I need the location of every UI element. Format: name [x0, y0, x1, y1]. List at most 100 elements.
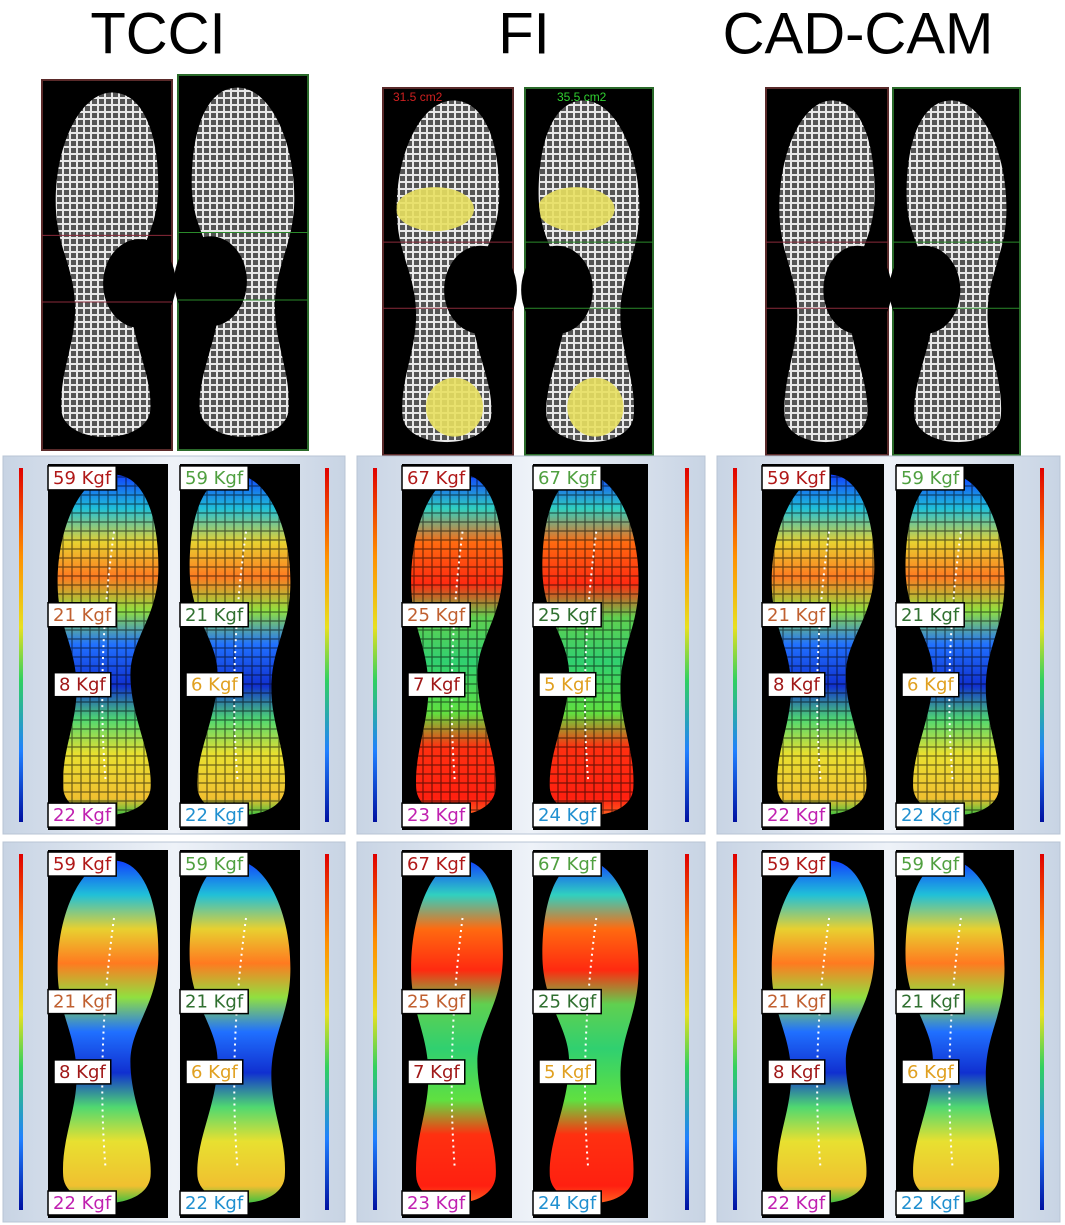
label-box [761, 602, 831, 628]
arch-gap [889, 245, 961, 334]
label-box [47, 851, 117, 877]
high-pressure-zone [425, 377, 484, 437]
label-box [895, 988, 965, 1015]
force-label: 59 Kgf [53, 468, 112, 489]
label-box [185, 671, 244, 698]
label-box [532, 802, 602, 828]
arch-gap [174, 236, 247, 327]
pressure-map [57, 860, 159, 1204]
label-box [901, 671, 960, 698]
label-box [895, 602, 965, 628]
force-label: 67 Kgf [407, 468, 466, 489]
label-box [401, 465, 471, 491]
label-box [901, 1059, 960, 1085]
force-label: 59 Kgf [53, 854, 112, 875]
high-pressure-zone [396, 187, 474, 232]
force-label: 8 Kgf [59, 675, 106, 696]
arch-gap [521, 245, 593, 334]
label-box [895, 851, 965, 877]
pressure-map [411, 860, 503, 1204]
force-label: 67 Kgf [538, 468, 597, 489]
arch-gap [444, 245, 517, 334]
pressure-scale [19, 468, 23, 822]
label-box [761, 1190, 831, 1216]
force-label: 22 Kgf [767, 805, 826, 826]
label-box [47, 602, 117, 628]
force-label: 24 Kgf [538, 1193, 597, 1214]
high-pressure-zone [538, 187, 615, 232]
force-label: 21 Kgf [53, 605, 112, 626]
force-label: 7 Kgf [413, 675, 460, 696]
force-label: 21 Kgf [901, 605, 960, 626]
force-label: 5 Kgf [544, 1062, 591, 1083]
arch-gap [823, 245, 892, 334]
label-box [47, 465, 117, 491]
label-box [532, 1190, 602, 1216]
force-label: 25 Kgf [538, 605, 597, 626]
force-label: 22 Kgf [53, 1193, 112, 1214]
force-label: 25 Kgf [407, 992, 466, 1013]
force-label: 8 Kgf [59, 1062, 106, 1083]
pressure-scale [733, 854, 737, 1210]
label-box [532, 465, 602, 491]
label-box [179, 802, 249, 828]
pressure-map [189, 860, 291, 1204]
column-title: FI [498, 1, 550, 66]
label-box [401, 802, 471, 828]
label-box [179, 988, 249, 1015]
force-label: 22 Kgf [901, 805, 960, 826]
label-box [401, 988, 471, 1015]
label-box [761, 802, 831, 828]
force-label: 59 Kgf [901, 854, 960, 875]
force-label: 24 Kgf [538, 805, 597, 826]
force-label: 6 Kgf [191, 675, 238, 696]
force-label: 59 Kgf [901, 468, 960, 489]
label-box [761, 988, 831, 1015]
force-label: 21 Kgf [185, 992, 244, 1013]
pressure-scale [733, 468, 737, 822]
pressure-scale [19, 854, 23, 1210]
force-label: 67 Kgf [407, 854, 466, 875]
force-label: 22 Kgf [901, 1193, 960, 1214]
label-box [532, 851, 602, 877]
force-label: 7 Kgf [413, 1062, 460, 1083]
label-box [179, 602, 249, 628]
pressure-scale [1040, 468, 1044, 822]
label-box [407, 1059, 466, 1085]
label-box [53, 1059, 112, 1085]
pressure-scale [373, 854, 377, 1210]
force-label: 21 Kgf [767, 605, 826, 626]
force-label: 25 Kgf [407, 605, 466, 626]
force-label: 22 Kgf [185, 805, 244, 826]
force-label: 21 Kgf [185, 605, 244, 626]
arch-gap [103, 239, 176, 328]
label-box [179, 851, 249, 877]
label-box [895, 1190, 965, 1216]
force-label: 21 Kgf [901, 992, 960, 1013]
label-box [47, 1190, 117, 1216]
contact-area-label: 31.5 cm2 [393, 90, 443, 104]
force-label: 59 Kgf [767, 854, 826, 875]
pressure-scale [685, 468, 689, 822]
label-box [179, 1190, 249, 1216]
force-label: 6 Kgf [907, 1062, 954, 1083]
label-box [895, 802, 965, 828]
label-box [538, 671, 597, 698]
contact-area-label: 35.5 cm2 [557, 90, 607, 104]
label-box [767, 1059, 826, 1085]
label-box [532, 988, 602, 1015]
force-label: 59 Kgf [185, 854, 244, 875]
label-box [185, 1059, 244, 1085]
force-label: 22 Kgf [185, 1193, 244, 1214]
pressure-scale [325, 468, 329, 822]
label-box [532, 602, 602, 628]
pressure-map [771, 860, 875, 1204]
label-box [401, 1190, 471, 1216]
pressure-map [542, 860, 639, 1204]
force-label: 22 Kgf [767, 1193, 826, 1214]
pressure-scale [325, 854, 329, 1210]
label-box [401, 602, 471, 628]
force-label: 21 Kgf [767, 992, 826, 1013]
